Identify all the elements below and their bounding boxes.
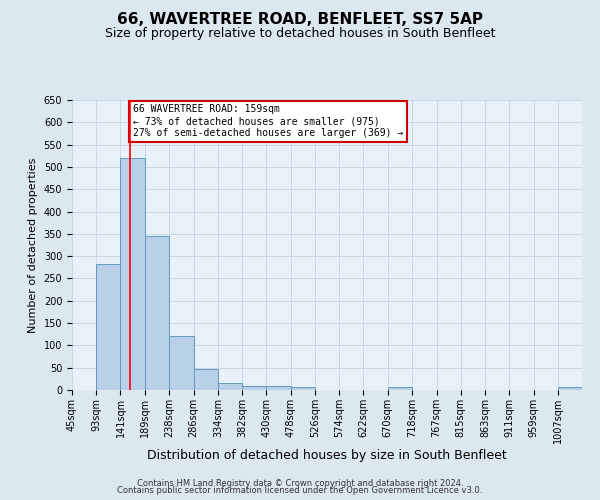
Bar [558,387,582,390]
Bar [169,336,194,390]
Bar [266,386,290,390]
Bar [194,368,218,390]
Text: 66, WAVERTREE ROAD, BENFLEET, SS7 5AP: 66, WAVERTREE ROAD, BENFLEET, SS7 5AP [117,12,483,28]
X-axis label: Distribution of detached houses by size in South Benfleet: Distribution of detached houses by size … [147,448,507,462]
Bar [218,384,242,390]
Bar [96,264,121,390]
Bar [290,387,315,390]
Text: Size of property relative to detached houses in South Benfleet: Size of property relative to detached ho… [105,28,495,40]
Bar [145,236,169,390]
Y-axis label: Number of detached properties: Number of detached properties [28,158,38,332]
Text: Contains public sector information licensed under the Open Government Licence v3: Contains public sector information licen… [118,486,482,495]
Bar [242,386,266,390]
Bar [388,387,412,390]
Bar [121,158,145,390]
Text: 66 WAVERTREE ROAD: 159sqm
← 73% of detached houses are smaller (975)
27% of semi: 66 WAVERTREE ROAD: 159sqm ← 73% of detac… [133,104,403,138]
Text: Contains HM Land Registry data © Crown copyright and database right 2024.: Contains HM Land Registry data © Crown c… [137,478,463,488]
